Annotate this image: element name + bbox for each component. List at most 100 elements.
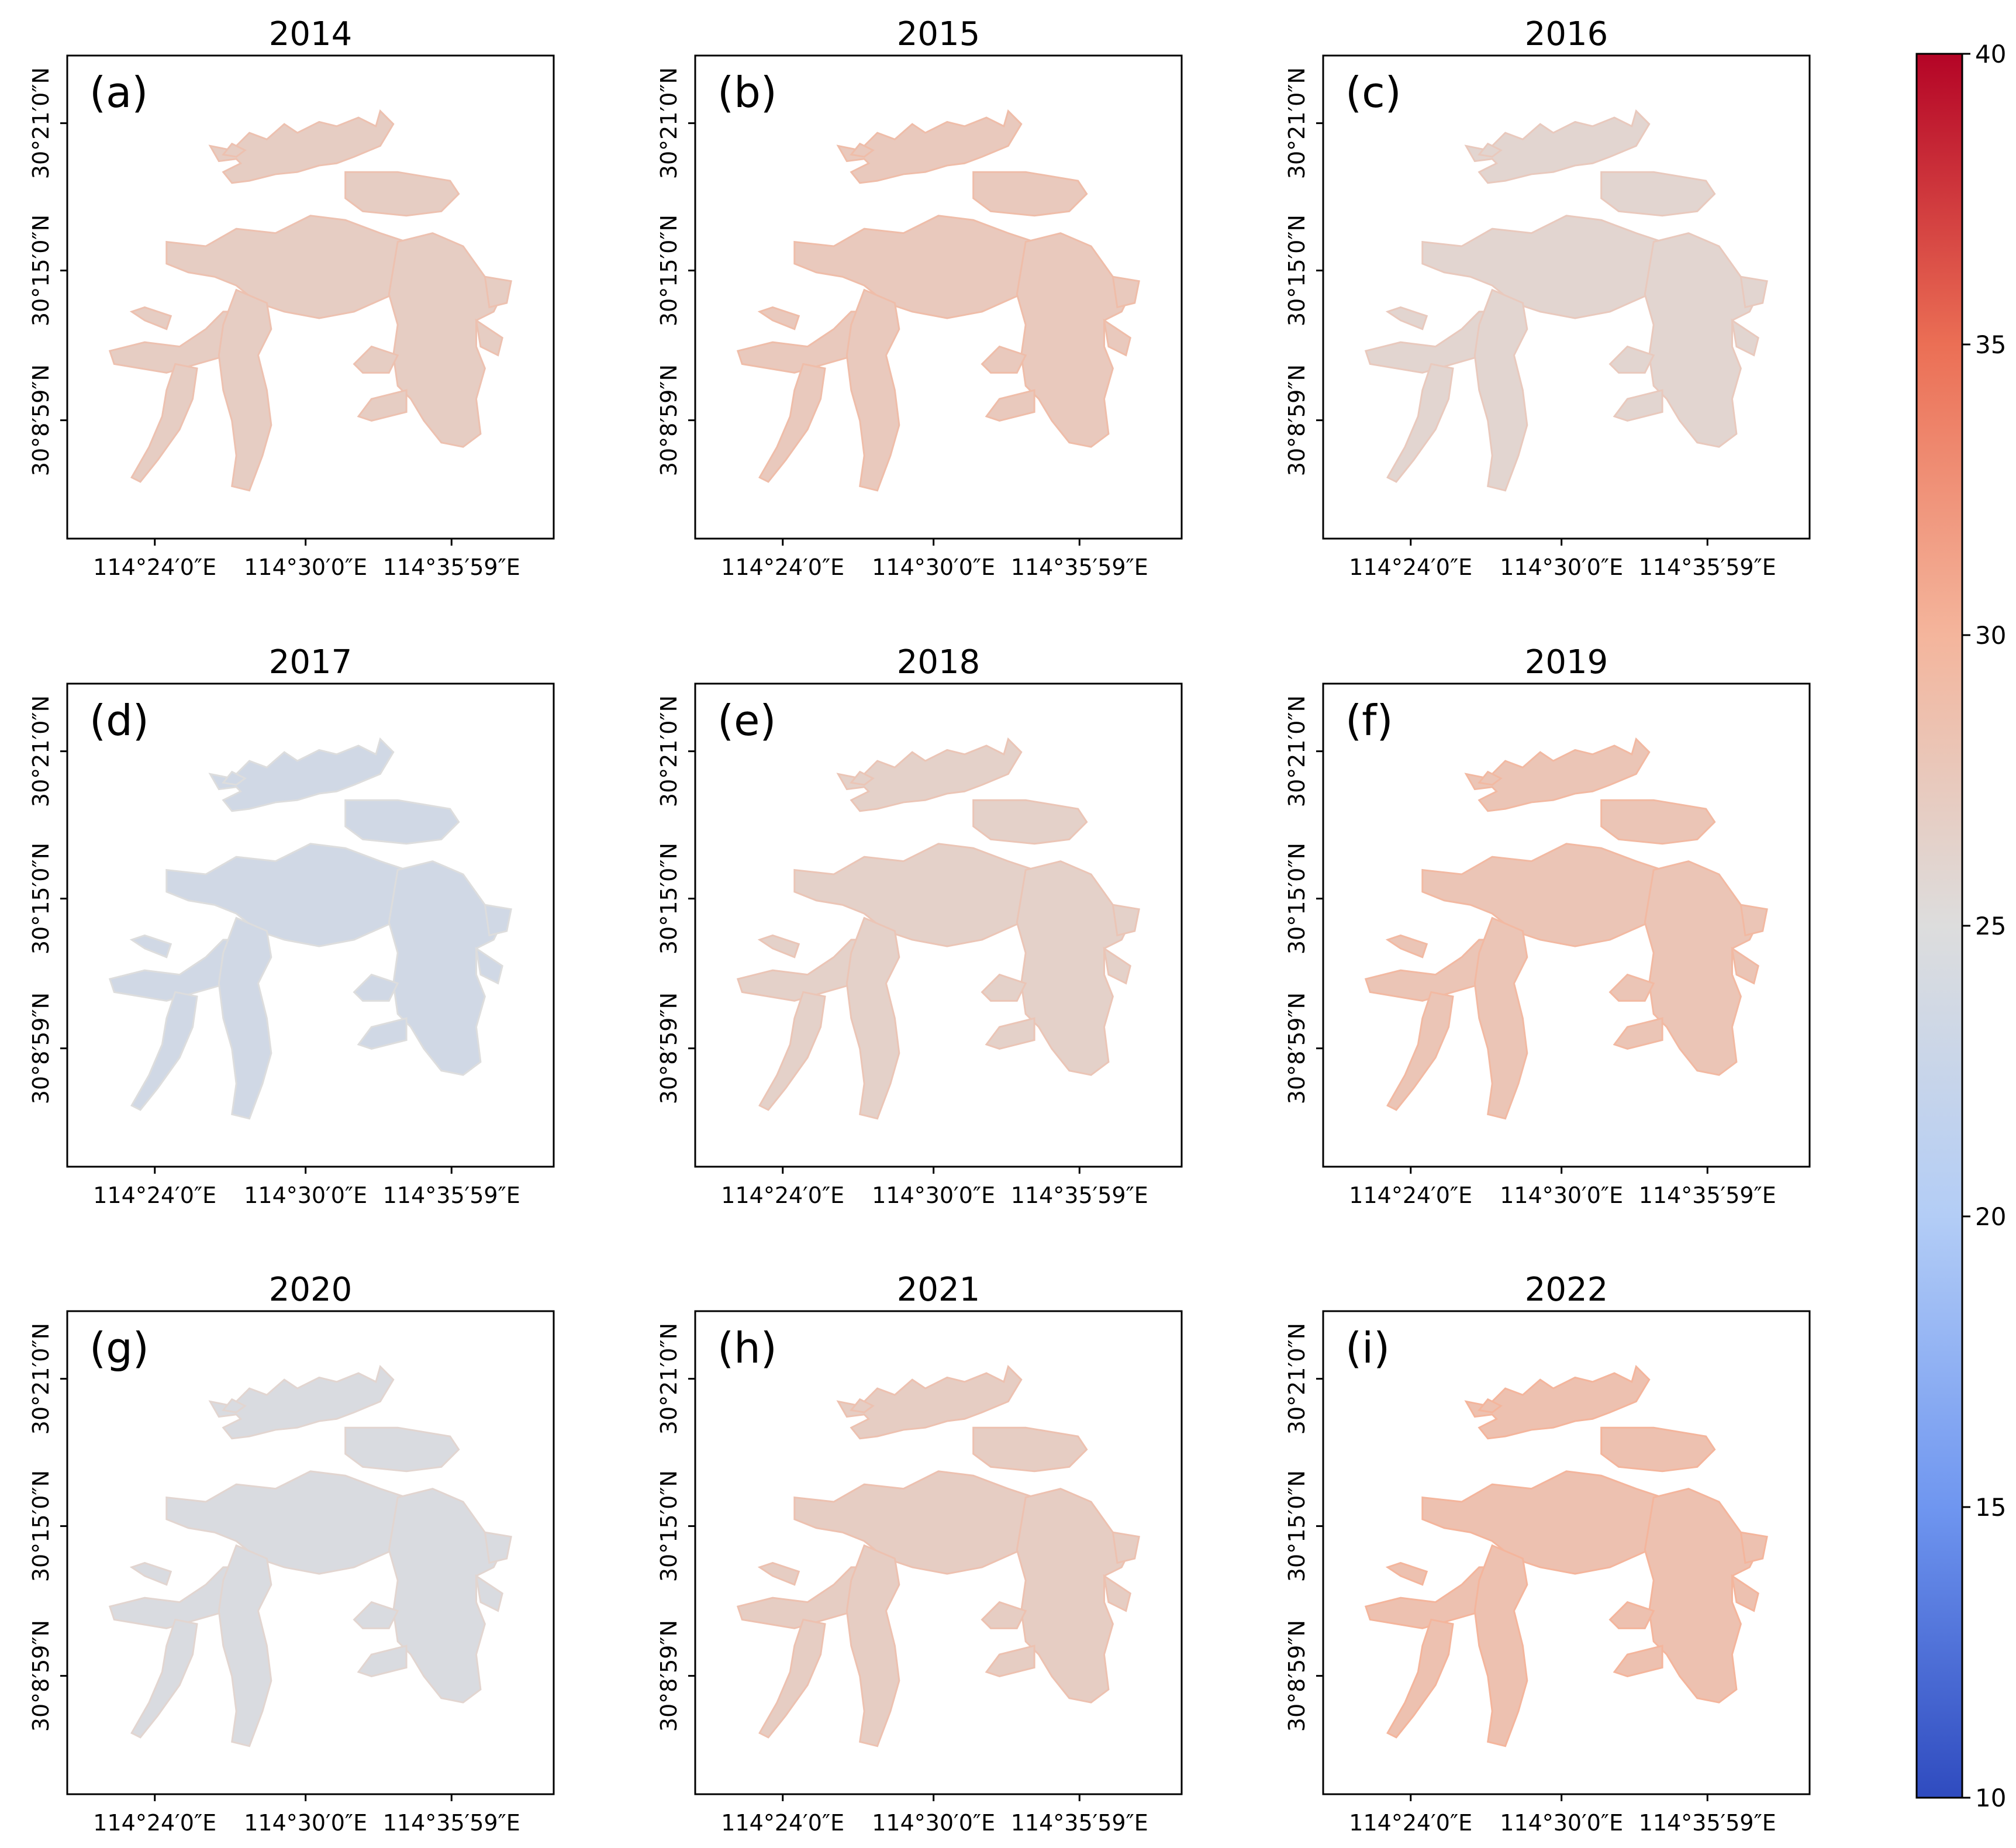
y-tick-label: 30°21′0″N (1284, 695, 1310, 807)
x-tick-label: 114°30′0″E (872, 1810, 995, 1836)
x-tick-label: 114°35′59″E (1011, 1810, 1148, 1836)
panel-frame (1322, 682, 1811, 1168)
map-panel-2021: 2021 (h) 114°24′0″E 114°30′0″E 114°35′59″E 30… (656, 1271, 1183, 1836)
x-tick-label: 114°35′59″E (383, 1810, 520, 1836)
panel-letter: (d) (89, 696, 149, 745)
panel-letter: (i) (1345, 1323, 1390, 1373)
x-tick-label: 114°24′0″E (1349, 1810, 1472, 1836)
lake-water-temperature (1365, 110, 1768, 492)
map-panel-2022: 2022 (i) 114°24′0″E 114°30′0″E 114°35′59″E 30… (1284, 1271, 1811, 1836)
y-tick-label: 30°21′0″N (28, 67, 54, 179)
map-panel-2016: 2016 (c) 114°24′0″E 114°30′0″E 114°35′59″E 30… (1284, 15, 1811, 580)
panel-letter: (h) (717, 1323, 777, 1373)
colorbar: 10 15 20 25 30 35 40 (1915, 40, 2006, 1812)
x-tick-label: 114°35′59″E (1639, 1810, 1776, 1836)
y-tick-label: 30°21′0″N (1284, 67, 1310, 179)
y-tick-label: 30°21′0″N (656, 67, 682, 179)
lake-water-temperature (1365, 738, 1768, 1120)
x-tick-label: 114°35′59″E (1639, 554, 1776, 580)
x-tick-label: 114°30′0″E (1500, 1182, 1623, 1208)
panel-frame (694, 1310, 1183, 1795)
y-tick-label: 30°15′0″N (656, 843, 682, 954)
y-tick-label: 30°8′59″N (656, 1620, 682, 1732)
y-tick-label: 30°8′59″N (656, 364, 682, 476)
colorbar-tick-label: 40 (1975, 40, 2006, 68)
x-tick-label: 114°24′0″E (1349, 1182, 1472, 1208)
panel-title: 2018 (897, 643, 981, 681)
x-tick-label: 114°30′0″E (872, 554, 995, 580)
panel-title: 2019 (1525, 643, 1608, 681)
panel-title: 2015 (897, 15, 981, 53)
map-panel-2018: 2018 (e) 114°24′0″E 114°30′0″E 114°35′59″E 30… (656, 643, 1183, 1208)
panel-frame (694, 54, 1183, 540)
colorbar-tick-label: 35 (1975, 330, 2006, 359)
y-tick-label: 30°21′0″N (28, 1323, 54, 1435)
lake-water-temperature (737, 1366, 1140, 1747)
x-tick-label: 114°24′0″E (93, 1810, 216, 1836)
lake-water-temperature (737, 738, 1140, 1120)
colorbar-tick-label: 10 (1975, 1784, 2006, 1812)
panel-title: 2014 (269, 15, 353, 53)
y-tick-label: 30°15′0″N (28, 843, 54, 954)
panel-frame (66, 54, 555, 540)
panel-letter: (f) (1345, 696, 1393, 745)
panel-letter: (a) (89, 68, 148, 117)
panel-frame (694, 682, 1183, 1168)
map-panel-2019: 2019 (f) 114°24′0″E 114°30′0″E 114°35′59″E 30… (1284, 643, 1811, 1208)
map-panel-2017: 2017 (d) 114°24′0″E 114°30′0″E 114°35′59″E 30… (28, 643, 555, 1208)
y-tick-label: 30°15′0″N (1284, 215, 1310, 326)
colorbar-tick-label: 30 (1975, 621, 2006, 650)
y-tick-label: 30°8′59″N (28, 992, 54, 1104)
x-tick-label: 114°24′0″E (93, 554, 216, 580)
colorbar-tick-label: 20 (1975, 1202, 2006, 1231)
lake-water-temperature (109, 110, 512, 492)
panel-letter: (e) (717, 696, 776, 745)
x-tick-label: 114°35′59″E (1011, 1182, 1148, 1208)
y-tick-label: 30°8′59″N (1284, 364, 1310, 476)
colorbar-bar (1915, 53, 1963, 1799)
colorbar-tick-label: 15 (1975, 1493, 2006, 1522)
y-tick-label: 30°8′59″N (656, 992, 682, 1104)
colorbar-tick-label: 25 (1975, 912, 2006, 940)
x-tick-label: 114°35′59″E (1011, 554, 1148, 580)
y-tick-label: 30°21′0″N (28, 695, 54, 807)
panel-frame (66, 1310, 555, 1795)
y-tick-label: 30°15′0″N (656, 1470, 682, 1582)
panel-frame (1322, 54, 1811, 540)
colorbar-ticks: 10 15 20 25 30 35 40 (1962, 40, 2006, 1812)
y-tick-label: 30°15′0″N (28, 1470, 54, 1582)
panel-letter: (b) (717, 68, 777, 117)
y-tick-label: 30°8′59″N (28, 1620, 54, 1732)
y-tick-label: 30°15′0″N (1284, 1470, 1310, 1582)
panel-letter: (c) (1345, 68, 1401, 117)
y-tick-label: 30°21′0″N (656, 695, 682, 807)
x-tick-label: 114°35′59″E (383, 1182, 520, 1208)
panel-letter: (g) (89, 1323, 149, 1373)
lake-water-temperature (737, 110, 1140, 492)
x-tick-label: 114°24′0″E (721, 1182, 844, 1208)
lake-water-temperature (1365, 1366, 1768, 1747)
x-tick-label: 114°35′59″E (1639, 1182, 1776, 1208)
x-tick-label: 114°35′59″E (383, 554, 520, 580)
panels: 2014 (a) 114°24′0″E 114°30′0″E 114°35′59″E 30… (28, 15, 1811, 1836)
x-tick-label: 114°24′0″E (1349, 554, 1472, 580)
y-tick-label: 30°8′59″N (1284, 1620, 1310, 1732)
panel-title: 2017 (269, 643, 353, 681)
panel-title: 2021 (897, 1271, 981, 1309)
y-tick-label: 30°21′0″N (656, 1323, 682, 1435)
panel-title: 2020 (269, 1271, 353, 1309)
lake-water-temperature (109, 1366, 512, 1747)
map-panel-2020: 2020 (g) 114°24′0″E 114°30′0″E 114°35′59″E 30… (28, 1271, 555, 1836)
x-tick-label: 114°24′0″E (721, 1810, 844, 1836)
y-tick-label: 30°15′0″N (28, 215, 54, 326)
y-tick-label: 30°15′0″N (1284, 843, 1310, 954)
x-tick-label: 114°24′0″E (93, 1182, 216, 1208)
y-tick-label: 30°21′0″N (1284, 1323, 1310, 1435)
x-tick-label: 114°24′0″E (721, 554, 844, 580)
map-panel-2014: 2014 (a) 114°24′0″E 114°30′0″E 114°35′59″E 30… (28, 15, 555, 580)
x-tick-label: 114°30′0″E (1500, 1810, 1623, 1836)
x-tick-label: 114°30′0″E (244, 1810, 367, 1836)
panel-title: 2022 (1525, 1271, 1608, 1309)
map-panel-2015: 2015 (b) 114°24′0″E 114°30′0″E 114°35′59″E 30… (656, 15, 1183, 580)
